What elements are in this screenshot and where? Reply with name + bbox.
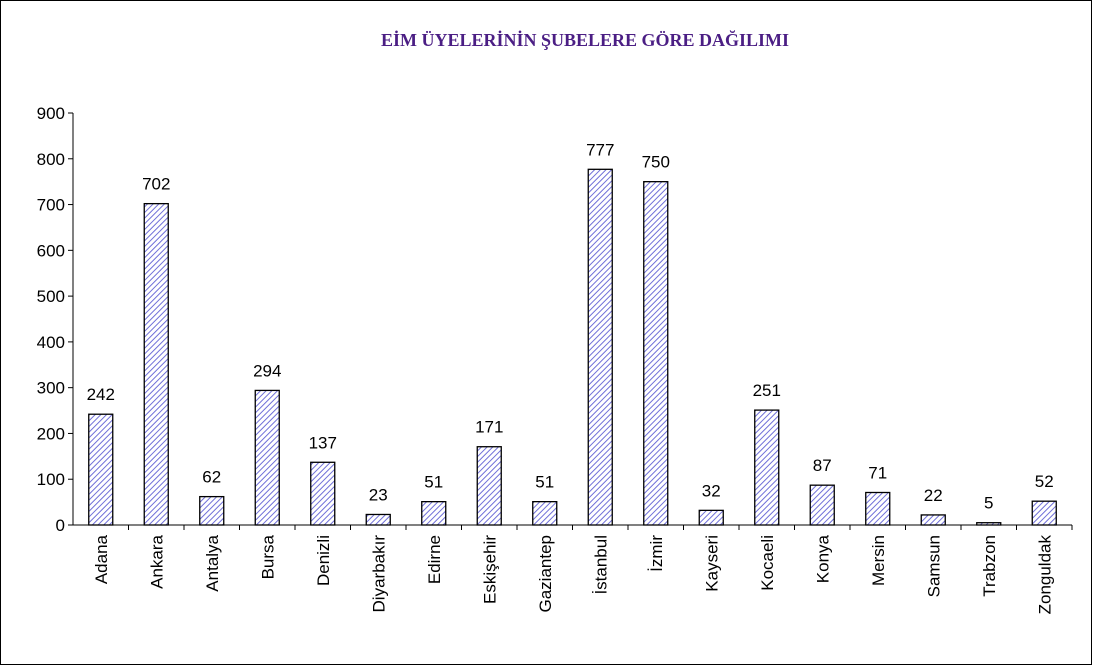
value-label: 32 bbox=[702, 481, 721, 500]
bar bbox=[920, 514, 946, 526]
value-label: 51 bbox=[424, 473, 443, 492]
x-tick-label: Mersin bbox=[869, 535, 888, 586]
bar bbox=[532, 501, 558, 526]
x-tick-label: Diyarbakır bbox=[369, 535, 388, 613]
y-tick-label: 0 bbox=[56, 516, 65, 535]
value-label: 242 bbox=[87, 385, 115, 404]
x-tick-label: Trabzon bbox=[980, 535, 999, 597]
x-tick-label: Denizli bbox=[314, 535, 333, 586]
value-label: 23 bbox=[369, 485, 388, 504]
x-tick-label: İzmir bbox=[647, 535, 666, 572]
x-tick-label: Ankara bbox=[147, 534, 166, 588]
y-tick-label: 500 bbox=[37, 287, 65, 306]
bar bbox=[254, 389, 280, 526]
value-label: 62 bbox=[202, 468, 221, 487]
bar bbox=[476, 446, 502, 526]
y-tick-label: 400 bbox=[37, 333, 65, 352]
bar bbox=[310, 461, 336, 526]
x-tick-label: Zonguldak bbox=[1035, 535, 1054, 615]
value-label: 5 bbox=[984, 494, 993, 513]
y-tick-label: 600 bbox=[37, 241, 65, 260]
bar bbox=[976, 522, 1002, 526]
y-tick-label: 800 bbox=[37, 150, 65, 169]
y-tick-label: 900 bbox=[37, 104, 65, 123]
bar bbox=[421, 501, 447, 526]
value-label: 22 bbox=[924, 486, 943, 505]
y-tick-label: 100 bbox=[37, 470, 65, 489]
value-label: 251 bbox=[753, 381, 781, 400]
bar bbox=[865, 491, 891, 526]
value-label: 87 bbox=[813, 456, 832, 475]
bar bbox=[754, 409, 780, 526]
chart-title: EİM ÜYELERİNİN ŞUBELERE GÖRE DAĞILIMI bbox=[381, 29, 789, 50]
x-tick-label: Bursa bbox=[258, 534, 277, 579]
bar bbox=[199, 495, 225, 526]
value-label: 71 bbox=[868, 463, 887, 482]
value-label: 777 bbox=[586, 140, 614, 159]
x-tick-label: Gaziantep bbox=[536, 535, 555, 613]
y-tick-label: 200 bbox=[37, 424, 65, 443]
value-label: 52 bbox=[1035, 472, 1054, 491]
bar bbox=[809, 484, 835, 526]
value-label: 137 bbox=[309, 433, 337, 452]
bar bbox=[587, 168, 613, 526]
bar bbox=[88, 413, 114, 526]
bar bbox=[643, 181, 669, 526]
y-tick-label: 700 bbox=[37, 196, 65, 215]
x-tick-label: Konya bbox=[813, 534, 832, 583]
bar bbox=[1031, 500, 1057, 526]
x-tick-label: Samsun bbox=[924, 535, 943, 597]
bar bbox=[698, 509, 724, 526]
x-tick-label: Eskişehir bbox=[480, 535, 499, 604]
value-label: 51 bbox=[535, 473, 554, 492]
x-tick-label: Kocaeli bbox=[758, 535, 777, 591]
x-tick-label: İstanbul bbox=[591, 535, 610, 595]
value-label: 702 bbox=[142, 175, 170, 194]
x-tick-label: Edirne bbox=[425, 535, 444, 584]
value-label: 294 bbox=[253, 361, 281, 380]
x-tick-label: Kayseri bbox=[702, 535, 721, 592]
x-tick-label: Antalya bbox=[203, 534, 222, 591]
bar bbox=[143, 202, 169, 526]
y-tick-label: 300 bbox=[37, 379, 65, 398]
x-tick-label: Adana bbox=[92, 534, 111, 584]
bar bbox=[365, 513, 391, 526]
value-label: 171 bbox=[475, 418, 503, 437]
value-label: 750 bbox=[642, 153, 670, 172]
